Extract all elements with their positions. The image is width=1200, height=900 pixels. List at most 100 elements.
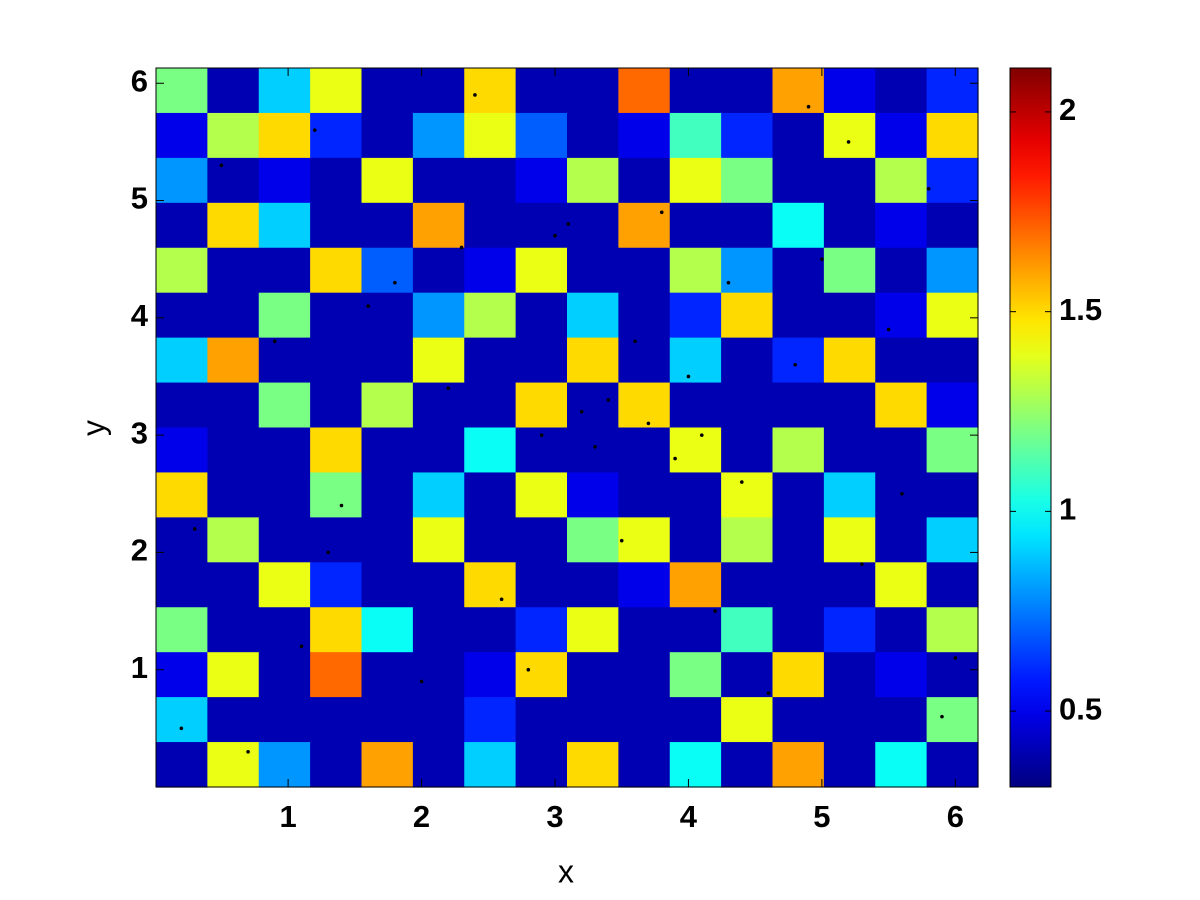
heat-cell	[258, 157, 311, 204]
heat-cell	[258, 68, 311, 114]
heat-cell	[567, 382, 619, 429]
heat-cell	[875, 292, 928, 339]
heat-cell	[875, 427, 928, 474]
heat-cell	[207, 112, 260, 159]
heat-cell	[207, 427, 260, 474]
heat-cell	[515, 697, 568, 743]
heat-cell	[721, 292, 774, 339]
x-tick-label: 4	[680, 799, 698, 834]
heat-cell	[721, 157, 774, 204]
heat-cell	[310, 247, 363, 294]
heat-cell	[618, 697, 671, 743]
heat-cell	[464, 112, 517, 159]
heat-cell	[567, 157, 619, 204]
heat-cell	[721, 112, 774, 159]
heat-cell	[567, 247, 619, 294]
particle	[740, 480, 744, 484]
heat-cell	[310, 292, 363, 339]
heat-cell	[721, 607, 774, 653]
heat-cell	[464, 652, 517, 698]
heat-cell	[823, 607, 876, 653]
heat-cell	[926, 292, 979, 339]
heat-cell	[721, 427, 774, 474]
heat-cell	[412, 562, 465, 608]
heat-cell	[515, 337, 568, 384]
heat-cell	[515, 202, 568, 249]
heat-cell	[926, 157, 979, 204]
colorbar	[1009, 67, 1052, 788]
heat-cell	[567, 292, 619, 339]
heat-cell	[823, 68, 876, 114]
particle	[820, 257, 824, 261]
heat-cell	[156, 652, 208, 698]
x-tick-label: 1	[279, 799, 296, 834]
particle	[219, 163, 224, 168]
heat-cell	[567, 202, 619, 249]
heat-cell	[669, 337, 722, 384]
y-tick-label: 1	[131, 650, 148, 685]
heat-cell	[772, 157, 825, 204]
heat-cell	[258, 742, 311, 788]
heat-cell	[926, 652, 979, 698]
heat-cell	[464, 517, 517, 563]
particle	[686, 374, 691, 379]
heat-cell	[721, 337, 774, 384]
heat-cell	[823, 337, 876, 384]
heat-cell	[258, 472, 311, 518]
x-tick-label: 6	[947, 799, 964, 834]
heat-cell	[926, 382, 979, 429]
heat-cell	[310, 472, 363, 518]
heat-cell	[207, 562, 260, 608]
heat-cell	[669, 247, 722, 294]
heat-cell	[823, 697, 876, 743]
heat-cell	[412, 112, 465, 159]
heat-cell	[207, 292, 260, 339]
heat-cell	[207, 202, 260, 249]
heat-cell	[310, 202, 363, 249]
particle	[886, 327, 891, 332]
heat-cell	[156, 562, 208, 608]
heat-cell	[310, 697, 363, 743]
heat-cell	[361, 382, 414, 429]
heat-cell	[412, 652, 465, 698]
heat-cell	[412, 247, 465, 294]
heat-cell	[156, 247, 208, 294]
heat-cell	[464, 427, 517, 474]
heat-cell	[515, 742, 568, 788]
heat-cell	[875, 382, 928, 429]
heat-cell	[772, 427, 825, 474]
heat-cell	[926, 337, 979, 384]
heat-cell	[618, 68, 671, 114]
particle	[699, 433, 704, 437]
heat-cell	[721, 247, 774, 294]
heat-cell	[156, 292, 208, 339]
heat-cell	[875, 112, 928, 159]
heat-cell	[464, 562, 517, 608]
heat-cell	[412, 202, 465, 249]
heat-cell	[772, 112, 825, 159]
heat-cell	[618, 472, 671, 518]
heat-cell	[875, 742, 928, 788]
particle	[366, 304, 370, 308]
heat-cell	[464, 697, 517, 743]
heat-cell	[156, 337, 208, 384]
heat-cell	[310, 337, 363, 384]
heat-cell	[875, 697, 928, 743]
heat-cell	[721, 652, 774, 698]
heat-cell	[618, 112, 671, 159]
particle	[900, 491, 904, 496]
heat-cell	[361, 517, 414, 563]
heat-cell	[567, 472, 619, 518]
heat-cell	[412, 427, 465, 474]
heat-cell	[464, 742, 517, 788]
heat-cell	[515, 68, 568, 114]
heat-cell	[515, 112, 568, 159]
particle	[646, 421, 651, 426]
heat-cell	[567, 112, 619, 159]
heat-cell	[618, 202, 671, 249]
heat-cell	[310, 562, 363, 608]
particle	[766, 691, 771, 695]
heat-cell	[567, 652, 619, 698]
heat-cell	[412, 607, 465, 653]
particle	[673, 456, 677, 461]
